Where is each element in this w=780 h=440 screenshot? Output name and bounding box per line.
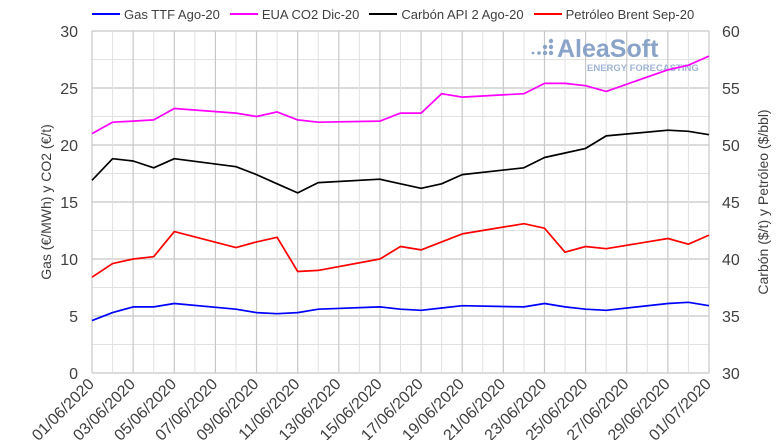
x-axis-ticks: 01/06/202003/06/202005/06/202007/06/2020… bbox=[29, 376, 715, 440]
legend: Gas TTF Ago-20 EUA CO2 Dic-20 Carbón API… bbox=[92, 4, 704, 24]
y-axis-right-label: Carbón ($/t) y Petróleo ($/bbl) bbox=[755, 109, 771, 294]
legend-swatch-gas bbox=[92, 13, 120, 15]
legend-label-brent: Petróleo Brent Sep-20 bbox=[565, 6, 695, 22]
y-left-tick-label: 5 bbox=[69, 309, 78, 326]
coal-line bbox=[91, 129, 710, 194]
legend-label-co2: EUA CO2 Dic-20 bbox=[261, 6, 360, 22]
gridlines bbox=[91, 30, 710, 374]
legend-label-gas: Gas TTF Ago-20 bbox=[124, 6, 220, 22]
y-left-tick-label: 10 bbox=[60, 252, 78, 269]
y-axis-right-ticks: 30 35 40 45 50 55 60 bbox=[722, 24, 740, 383]
y-left-tick-label: 0 bbox=[69, 366, 78, 383]
watermark-brand: AleaSoft bbox=[557, 35, 659, 63]
y-right-tick-label: 40 bbox=[722, 252, 740, 269]
legend-swatch-co2 bbox=[229, 13, 258, 15]
watermark-tagline: ENERGY FORECASTING bbox=[587, 63, 699, 74]
y-left-tick-label: 30 bbox=[60, 24, 78, 41]
legend-item-coal: Carbón API 2 Ago-20 bbox=[369, 6, 524, 22]
y-right-tick-label: 35 bbox=[722, 309, 740, 326]
aleasoft-logo-dots-icon bbox=[531, 38, 554, 56]
y-right-tick-label: 55 bbox=[722, 81, 740, 98]
legend-item-gas: Gas TTF Ago-20 bbox=[92, 7, 220, 22]
aleasoft-watermark: AleaSoft ENERGY FORECASTING bbox=[531, 35, 699, 74]
co2-line bbox=[91, 55, 710, 135]
brent-line bbox=[91, 222, 710, 278]
y-left-tick-label: 15 bbox=[60, 195, 78, 212]
y-right-tick-label: 45 bbox=[722, 195, 740, 212]
y-right-tick-label: 30 bbox=[722, 366, 740, 383]
y-right-tick-label: 50 bbox=[722, 138, 740, 155]
y-axis-left-label: Gas (€/MWh) y CO2 (€/t) bbox=[38, 124, 54, 280]
legend-label-coal: Carbón API 2 Ago-20 bbox=[401, 6, 524, 22]
legend-swatch-brent bbox=[533, 13, 562, 15]
series-lines bbox=[91, 55, 710, 322]
y-axis-left-ticks: 0 5 10 15 20 25 30 bbox=[60, 24, 78, 383]
legend-swatch-coal bbox=[369, 13, 398, 15]
y-left-tick-label: 20 bbox=[60, 138, 78, 155]
gas-line bbox=[91, 301, 710, 322]
y-left-tick-label: 25 bbox=[60, 81, 78, 98]
legend-item-co2: EUA CO2 Dic-20 bbox=[229, 6, 360, 22]
legend-item-brent: Petróleo Brent Sep-20 bbox=[533, 6, 695, 22]
y-right-tick-label: 60 bbox=[722, 24, 740, 41]
